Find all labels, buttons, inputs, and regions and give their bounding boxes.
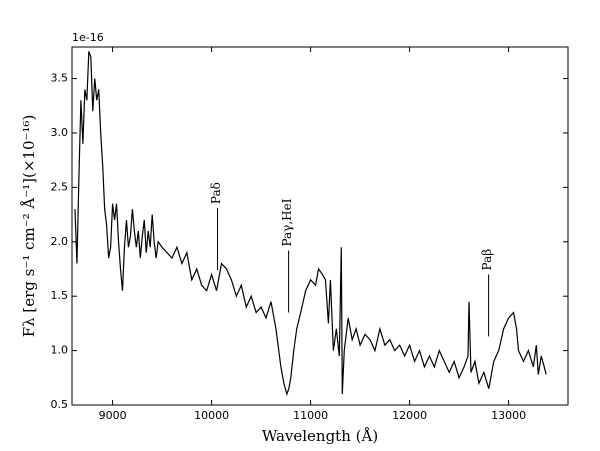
y-tick-label: 0.5 xyxy=(51,398,69,411)
annotation-label: Paβ xyxy=(480,249,494,271)
x-tick-label: 9000 xyxy=(99,409,127,422)
y-tick-label: 3.5 xyxy=(51,72,69,85)
y-tick-label: 2.5 xyxy=(51,180,69,193)
y-offset-label: 1e-16 xyxy=(72,31,104,44)
x-tick-label: 11000 xyxy=(293,409,328,422)
x-tick-label: 10000 xyxy=(194,409,229,422)
plot-frame xyxy=(71,46,569,406)
spectrum-line xyxy=(74,51,547,397)
y-tick-label: 1.0 xyxy=(51,344,69,357)
y-tick-label: 3.0 xyxy=(51,126,69,139)
x-tick-label: 13000 xyxy=(491,409,526,422)
y-axis-label: Fλ [erg s⁻¹ cm⁻² Å⁻¹](×10⁻¹⁶) xyxy=(20,115,38,338)
annotation-label: Paδ xyxy=(209,182,223,204)
x-axis-label: Wavelength (Å) xyxy=(262,427,378,445)
annotation-label: Paγ,HeI xyxy=(280,198,294,246)
y-tick-label: 1.5 xyxy=(51,289,69,302)
x-tick-label: 12000 xyxy=(392,409,427,422)
y-tick-label: 2.0 xyxy=(51,235,69,248)
